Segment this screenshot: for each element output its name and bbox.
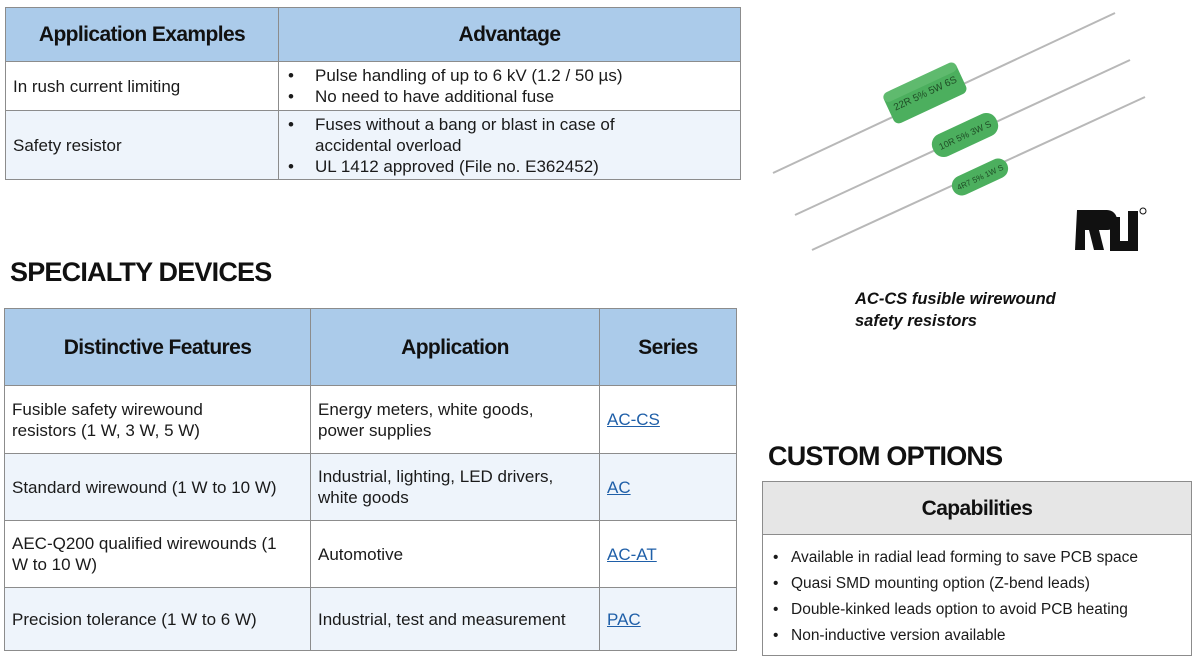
table-row: In rush current limiting Pulse handling … [5, 61, 741, 111]
resistor-medium: 10R 5% 3W S [931, 112, 999, 158]
advantage-cell: Fuses without a bang or blast in case of… [278, 110, 741, 180]
advantage-cell: Pulse handling of up to 6 kV (1.2 / 50 µ… [278, 61, 741, 111]
header-series: Series [599, 308, 737, 386]
header-advantage: Advantage [278, 7, 741, 62]
application-cell: Industrial, lighting, LED drivers, white… [310, 453, 600, 521]
capability-item: Double-kinked leads option to avoid PCB … [771, 597, 1183, 623]
feature-cell: Standard wirewound (1 W to 10 W) [4, 453, 311, 521]
feature-cell: Fusible safety wirewound resistors (1 W,… [4, 385, 311, 454]
product-caption: AC-CS fusible wirewound safety resistors [855, 288, 1056, 332]
series-link-pac[interactable]: PAC [607, 609, 641, 629]
application-cell: Industrial, test and measurement [310, 587, 600, 651]
custom-options-table: Capabilities Available in radial lead fo… [762, 481, 1192, 656]
feature-cell: AEC-Q200 qualified wirewounds (1 W to 10… [4, 520, 311, 588]
table-row: Fusible safety wirewound resistors (1 W,… [4, 385, 737, 454]
application-cell: In rush current limiting [5, 61, 279, 111]
advantage-item: No need to have additional fuse [286, 86, 733, 107]
feature-cell: Precision tolerance (1 W to 6 W) [4, 587, 311, 651]
caption-line: AC-CS fusible wirewound [855, 290, 1056, 308]
application-cell: Automotive [310, 520, 600, 588]
caption-line: safety resistors [855, 312, 977, 330]
capability-item: Non-inductive version available [771, 623, 1183, 649]
resistor-small: 4R7 5% 1W S [951, 158, 1009, 196]
table-row: Standard wirewound (1 W to 10 W) Industr… [4, 453, 737, 521]
capability-item: Available in radial lead forming to save… [771, 545, 1183, 571]
advantage-item: UL 1412 approved (File no. E362452) [286, 156, 673, 177]
header-distinctive-features: Distinctive Features [4, 308, 311, 386]
header-application: Application [310, 308, 600, 386]
table-row: Precision tolerance (1 W to 6 W) Industr… [4, 587, 737, 651]
series-link-ac-at[interactable]: AC-AT [607, 544, 657, 564]
header-application-examples: Application Examples [5, 7, 279, 62]
resistor-large: 22R 5% 5W 6S [883, 62, 967, 124]
application-cell: Safety resistor [5, 110, 279, 180]
specialty-devices-table: Distinctive Features Application Series … [4, 308, 737, 651]
ul-logo [1075, 207, 1147, 251]
application-cell: Energy meters, white goods, power suppli… [310, 385, 600, 454]
series-link-ac-cs[interactable]: AC-CS [607, 410, 660, 429]
specialty-devices-heading: SPECIALTY DEVICES [10, 257, 272, 287]
custom-options-heading: CUSTOM OPTIONS [768, 441, 1003, 471]
table-row: Safety resistor Fuses without a bang or … [5, 110, 741, 180]
header-capabilities: Capabilities [762, 481, 1192, 535]
resistor-product-image: 22R 5% 5W 6S 10R 5% 3W S 4R7 5% 1W S [772, 12, 1147, 251]
table-row: AEC-Q200 qualified wirewounds (1 W to 10… [4, 520, 737, 588]
advantage-item: Fuses without a bang or blast in case of… [286, 114, 673, 156]
capability-item: Quasi SMD mounting option (Z-bend leads) [771, 571, 1183, 597]
advantage-item: Pulse handling of up to 6 kV (1.2 / 50 µ… [286, 65, 733, 86]
application-examples-table: Application Examples Advantage In rush c… [5, 7, 741, 180]
series-link-ac[interactable]: AC [607, 477, 631, 497]
